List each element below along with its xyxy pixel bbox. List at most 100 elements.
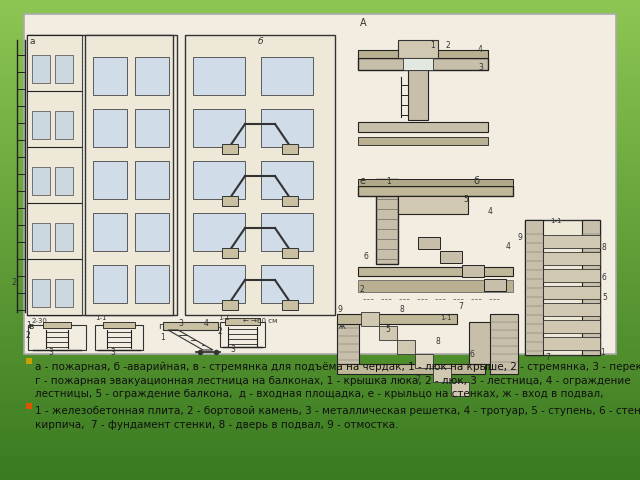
Bar <box>55 167 73 195</box>
Bar <box>28 325 86 350</box>
Bar <box>193 57 245 95</box>
Text: 1: 1 <box>386 177 391 186</box>
Bar <box>543 303 600 316</box>
Text: 3: 3 <box>478 63 483 72</box>
Bar <box>55 111 73 139</box>
Text: 7: 7 <box>458 302 463 311</box>
Bar <box>261 57 313 95</box>
Text: г: г <box>158 322 163 331</box>
Bar <box>135 265 169 303</box>
Bar <box>358 122 488 132</box>
Bar <box>543 337 600 350</box>
Text: А: А <box>360 18 367 28</box>
Bar <box>163 322 218 330</box>
Text: 1-1: 1-1 <box>95 315 106 321</box>
Text: 9: 9 <box>517 233 522 242</box>
Bar <box>543 286 600 299</box>
Bar <box>582 220 600 355</box>
Bar <box>135 161 169 199</box>
Bar <box>358 58 488 70</box>
Text: 6: 6 <box>470 350 475 359</box>
Bar <box>261 213 313 251</box>
Bar <box>543 252 600 265</box>
Text: 2: 2 <box>446 41 451 50</box>
Bar <box>337 364 485 374</box>
Bar <box>27 35 82 315</box>
Bar <box>525 220 600 355</box>
Text: 5: 5 <box>463 195 468 204</box>
Bar <box>220 322 265 347</box>
Bar <box>469 322 491 364</box>
Bar <box>398 196 468 214</box>
Text: 2: 2 <box>11 278 16 287</box>
Bar <box>337 322 359 364</box>
Bar <box>543 235 600 248</box>
Bar <box>193 265 245 303</box>
Bar <box>358 267 513 276</box>
Bar <box>282 196 298 206</box>
Bar <box>193 161 245 199</box>
Bar <box>358 50 488 58</box>
Text: лестницы, 5 - ограждение балкона,  д - входная площадка, е - крыльцо на стенках,: лестницы, 5 - ограждение балкона, д - вх… <box>35 389 604 399</box>
Bar <box>193 213 245 251</box>
Text: 4: 4 <box>506 242 511 251</box>
Bar <box>103 322 135 328</box>
Text: 4: 4 <box>478 45 483 54</box>
Bar <box>32 55 50 83</box>
Text: 8: 8 <box>435 337 440 346</box>
Text: 1-1: 1-1 <box>218 315 230 321</box>
Bar <box>490 314 518 374</box>
Bar <box>27 35 177 315</box>
Text: а: а <box>29 37 35 46</box>
Bar <box>26 403 32 408</box>
Text: 2: 2 <box>360 285 365 294</box>
Bar <box>543 269 600 282</box>
Bar <box>85 35 173 315</box>
Bar <box>222 248 238 258</box>
Text: 8: 8 <box>400 305 404 314</box>
Bar <box>282 300 298 310</box>
Text: 5: 5 <box>385 325 390 334</box>
Bar <box>462 265 484 277</box>
Bar <box>484 279 506 291</box>
Bar <box>358 280 513 292</box>
Text: 8: 8 <box>602 243 607 252</box>
Text: 1: 1 <box>430 41 435 50</box>
Bar <box>358 137 488 145</box>
Bar <box>55 279 73 307</box>
Text: 3: 3 <box>110 348 115 357</box>
Bar <box>451 382 469 396</box>
Bar <box>415 354 433 368</box>
Bar <box>358 179 513 186</box>
Text: 3: 3 <box>230 345 235 354</box>
Text: 1: 1 <box>26 321 31 330</box>
Text: е: е <box>360 176 366 186</box>
Bar <box>379 326 397 340</box>
Bar <box>32 223 50 251</box>
Bar <box>43 322 71 328</box>
Text: ← →60 см: ← →60 см <box>243 318 277 324</box>
Text: 5: 5 <box>602 293 607 302</box>
Bar <box>93 109 127 147</box>
Bar <box>337 314 457 324</box>
Bar <box>361 312 379 326</box>
Bar <box>440 251 462 263</box>
Bar <box>93 265 127 303</box>
Bar <box>193 109 245 147</box>
Bar <box>222 300 238 310</box>
Bar <box>282 144 298 154</box>
Bar <box>32 167 50 195</box>
Bar <box>32 279 50 307</box>
Bar <box>135 109 169 147</box>
Bar <box>398 40 438 58</box>
Text: 7: 7 <box>415 375 420 384</box>
Bar <box>282 248 298 258</box>
Bar <box>358 186 513 196</box>
Bar <box>135 57 169 95</box>
Text: 1 - железобетонная плита, 2 - бортовой камень, 3 - металлическая решетка, 4 - тр: 1 - железобетонная плита, 2 - бортовой к… <box>35 407 640 417</box>
Bar <box>222 144 238 154</box>
Text: 4: 4 <box>204 319 209 328</box>
Bar <box>55 223 73 251</box>
Bar <box>93 213 127 251</box>
Bar <box>408 70 428 120</box>
